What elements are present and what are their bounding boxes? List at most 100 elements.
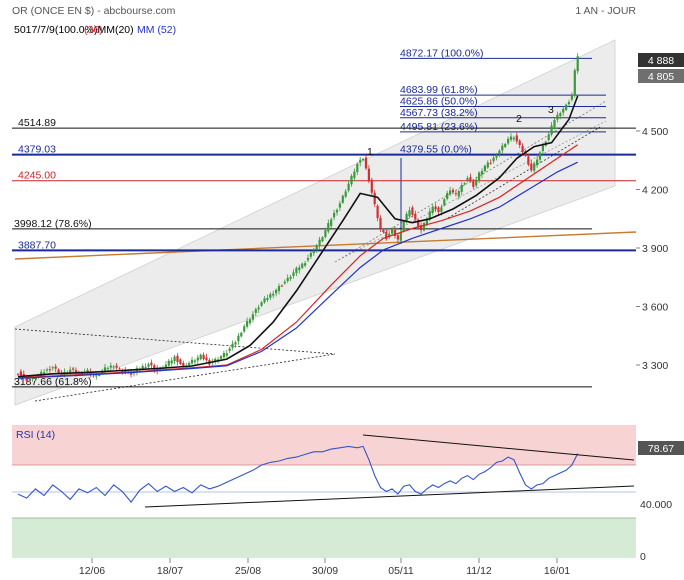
candle-body bbox=[124, 370, 127, 373]
candle-body bbox=[144, 366, 147, 368]
rsi-value-badge bbox=[638, 441, 684, 455]
candle-body bbox=[318, 239, 321, 246]
level-label-5: 4379.55 (0.0%) bbox=[400, 143, 472, 155]
candle-body bbox=[527, 156, 530, 165]
candle-body bbox=[428, 211, 431, 220]
candle-body bbox=[341, 195, 344, 203]
candle-body bbox=[512, 137, 515, 140]
triangle-lower-line bbox=[34, 353, 336, 402]
candle-body bbox=[147, 364, 150, 367]
candle-body bbox=[495, 155, 498, 158]
candle-body bbox=[515, 135, 518, 142]
candle-body bbox=[248, 319, 252, 324]
candle-body bbox=[504, 143, 507, 147]
candle-body bbox=[269, 294, 272, 298]
candle-body bbox=[277, 286, 281, 292]
candle-body bbox=[408, 210, 411, 217]
candle-body bbox=[214, 358, 217, 362]
rsi-overbought-zone bbox=[12, 425, 636, 465]
candle-body bbox=[43, 372, 46, 375]
candle-body bbox=[25, 376, 28, 381]
candle-body bbox=[364, 157, 368, 169]
candle-body bbox=[567, 102, 571, 105]
candle-body bbox=[51, 367, 54, 369]
candle-body bbox=[234, 342, 237, 345]
last-price-badge bbox=[638, 53, 684, 67]
level-label-7: 4379.03 bbox=[18, 144, 56, 156]
candle-body bbox=[95, 375, 98, 377]
candle-body bbox=[246, 321, 249, 327]
level-label-6: 4514.89 bbox=[18, 117, 56, 129]
candle-body bbox=[541, 145, 544, 152]
date-tick-label: 12/06 bbox=[79, 565, 105, 577]
price-tick-label: 3 600 bbox=[642, 302, 668, 314]
date-x-axis: 12/06 18/07 25/08 30/09 05/11 11/12 16/01 bbox=[79, 558, 570, 577]
level-label-4: 4495.81 (23.6%) bbox=[400, 121, 478, 133]
candle-body bbox=[231, 343, 234, 348]
moving-average-line-2 bbox=[17, 161, 578, 379]
candle-body bbox=[463, 183, 466, 185]
candle-body bbox=[301, 263, 304, 268]
candle-body bbox=[28, 378, 31, 380]
candle-body bbox=[283, 281, 286, 284]
candle-body bbox=[472, 181, 475, 187]
chart-title: OR (ONCE EN $) - abcbourse.com bbox=[12, 5, 176, 17]
candle-body bbox=[304, 263, 307, 266]
candle-body bbox=[312, 251, 315, 254]
candle-body bbox=[509, 136, 513, 140]
moving-average-line-0 bbox=[17, 95, 579, 378]
candle-body bbox=[553, 119, 556, 128]
candle-body bbox=[344, 191, 347, 197]
candle-body bbox=[243, 326, 246, 332]
candle-body bbox=[422, 223, 426, 231]
candle-body bbox=[199, 354, 202, 360]
candle-body bbox=[193, 360, 196, 362]
candle-body bbox=[190, 359, 194, 364]
candle-body bbox=[538, 152, 542, 160]
candle-body bbox=[19, 371, 22, 376]
candle-body bbox=[298, 267, 301, 271]
rsi-tick-40: 40.000 bbox=[640, 499, 672, 511]
candle-body bbox=[379, 217, 382, 229]
candle-body bbox=[327, 223, 330, 232]
candle-body bbox=[240, 332, 243, 337]
support-dotted-line bbox=[447, 126, 601, 219]
candle-body bbox=[69, 369, 72, 373]
candle-body bbox=[45, 369, 49, 371]
candle-body bbox=[370, 179, 373, 193]
candle-body bbox=[202, 354, 205, 360]
candle-body bbox=[217, 359, 220, 361]
candle-body bbox=[524, 151, 527, 156]
candle-body bbox=[153, 365, 156, 370]
candle-body bbox=[405, 213, 408, 222]
candle-body bbox=[417, 219, 420, 227]
candle-body bbox=[57, 369, 60, 374]
candle-body bbox=[399, 232, 402, 241]
level-label-11: 3187.66 (61.8%) bbox=[14, 376, 92, 388]
candle-body bbox=[425, 219, 428, 225]
level-label-10: 3887.70 bbox=[18, 239, 56, 251]
candle-body bbox=[98, 375, 101, 377]
candle-body bbox=[483, 165, 486, 172]
wave-label-1: 1 bbox=[367, 146, 373, 158]
candle-body bbox=[480, 170, 484, 175]
price-tick-label: 3 300 bbox=[642, 360, 668, 372]
candle-body bbox=[254, 309, 257, 313]
candle-body bbox=[376, 205, 379, 219]
candle-body bbox=[396, 235, 399, 240]
candle-body bbox=[437, 207, 440, 212]
moving-averages bbox=[17, 95, 579, 379]
candle-body bbox=[266, 298, 269, 300]
candle-body bbox=[280, 285, 283, 287]
candle-body bbox=[257, 307, 260, 310]
candle-body bbox=[292, 272, 295, 276]
candle-body bbox=[16, 374, 20, 376]
candle-body bbox=[385, 231, 388, 240]
candle-body bbox=[34, 377, 37, 379]
candle-body bbox=[315, 245, 318, 250]
candle-body bbox=[205, 357, 208, 361]
candle-body bbox=[547, 134, 550, 141]
candle-body bbox=[356, 163, 359, 173]
level-label-8: 4245.00 bbox=[18, 170, 56, 182]
